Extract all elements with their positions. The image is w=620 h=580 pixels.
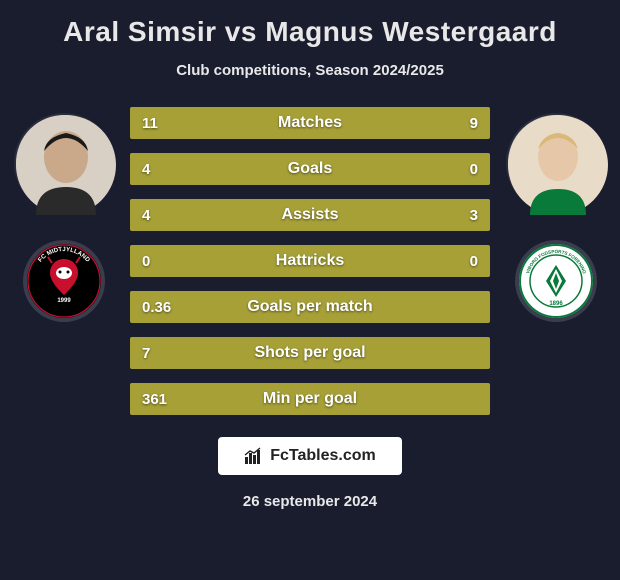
date-text: 26 september 2024 <box>243 493 377 510</box>
stat-bars: 11 Matches 9 4 Goals 0 4 Assists 3 0 Hat… <box>116 107 504 415</box>
stat-left-value: 4 <box>142 207 150 224</box>
right-side: 1896 VIBORG FODSPORTS FORENING <box>504 107 608 323</box>
stat-right-value: 0 <box>470 161 478 178</box>
stat-row: 0 Hattricks 0 <box>130 245 490 277</box>
stat-left-value: 0 <box>142 253 150 270</box>
avatar-placeholder-icon <box>16 115 116 215</box>
midtjylland-badge-icon: 1999 FC MIDTJYLLAND <box>22 239 106 323</box>
right-player-avatar <box>506 113 606 213</box>
main-area: 1999 FC MIDTJYLLAND 11 Matches 9 4 Goals… <box>8 107 612 415</box>
right-club-badge: 1896 VIBORG FODSPORTS FORENING <box>514 239 598 323</box>
stat-row: 4 Goals 0 <box>130 153 490 185</box>
stat-left-value: 4 <box>142 161 150 178</box>
stat-row: 11 Matches 9 <box>130 107 490 139</box>
stat-row: 4 Assists 3 <box>130 199 490 231</box>
stat-left-value: 0.36 <box>142 299 171 316</box>
comparison-card: Aral Simsir vs Magnus Westergaard Club c… <box>0 0 620 580</box>
page-title: Aral Simsir vs Magnus Westergaard <box>63 16 557 48</box>
badge-year: 1896 <box>549 301 563 307</box>
stat-right-value: 9 <box>470 115 478 132</box>
stat-label: Shots per goal <box>254 344 365 362</box>
stat-label: Hattricks <box>276 252 344 270</box>
left-player-avatar <box>14 113 114 213</box>
stat-row: 0.36 Goals per match <box>130 291 490 323</box>
stat-label: Assists <box>282 206 339 224</box>
stat-row: 361 Min per goal <box>130 383 490 415</box>
stat-left-value: 7 <box>142 345 150 362</box>
credit-text: FcTables.com <box>270 447 376 465</box>
subtitle: Club competitions, Season 2024/2025 <box>176 62 444 79</box>
stat-right-value: 0 <box>470 253 478 270</box>
left-side: 1999 FC MIDTJYLLAND <box>12 107 116 323</box>
avatar-placeholder-icon <box>508 115 608 215</box>
stat-label: Goals <box>288 160 332 178</box>
badge-year: 1999 <box>57 298 71 304</box>
credit-box: FcTables.com <box>218 437 402 475</box>
stat-right-value: 3 <box>470 207 478 224</box>
viborg-badge-icon: 1896 VIBORG FODSPORTS FORENING <box>514 239 598 323</box>
chart-icon <box>244 447 262 465</box>
stat-label: Goals per match <box>247 298 372 316</box>
stat-left-value: 11 <box>142 115 158 132</box>
stat-row: 7 Shots per goal <box>130 337 490 369</box>
stat-label: Matches <box>278 114 342 132</box>
left-club-badge: 1999 FC MIDTJYLLAND <box>22 239 106 323</box>
stat-label: Min per goal <box>263 390 357 408</box>
stat-left-value: 361 <box>142 391 167 408</box>
